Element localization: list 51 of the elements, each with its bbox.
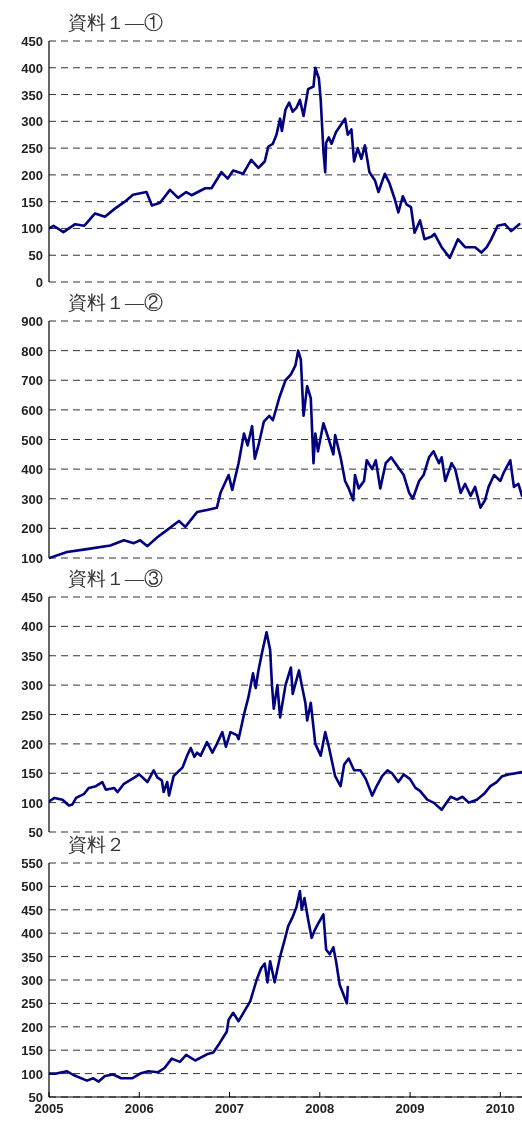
y-tick-label: 450 bbox=[21, 34, 43, 49]
y-tick-label: 100 bbox=[21, 221, 43, 237]
y-tick-label: 300 bbox=[21, 678, 43, 694]
y-tick-label: 100 bbox=[21, 1066, 43, 1082]
y-tick-label: 100 bbox=[21, 551, 43, 566]
y-tick-label: 200 bbox=[21, 736, 43, 752]
x-tick-label: 2010 bbox=[485, 1101, 515, 1116]
y-tick-label: 400 bbox=[21, 926, 43, 942]
y-tick-label: 150 bbox=[21, 766, 43, 782]
y-tick-label: 400 bbox=[21, 619, 43, 635]
y-tick-label: 800 bbox=[21, 343, 43, 359]
x-tick-label: 2009 bbox=[395, 1101, 425, 1116]
y-tick-label: 100 bbox=[21, 795, 43, 811]
chart-title: 資料２ bbox=[68, 834, 125, 855]
x-tick-label: 2008 bbox=[305, 1101, 335, 1116]
y-tick-label: 250 bbox=[21, 996, 43, 1012]
y-tick-label: 500 bbox=[21, 432, 43, 448]
y-tick-label: 350 bbox=[21, 949, 43, 965]
y-tick-label: 200 bbox=[21, 521, 43, 537]
chart-title: 資料１―① bbox=[68, 12, 163, 33]
y-tick-label: 50 bbox=[28, 248, 43, 264]
y-tick-label: 0 bbox=[35, 275, 43, 290]
y-tick-label: 200 bbox=[21, 1019, 43, 1035]
y-tick-label: 200 bbox=[21, 167, 43, 183]
y-tick-label: 600 bbox=[21, 402, 43, 418]
line-series bbox=[49, 889, 350, 1083]
y-tick-label: 700 bbox=[21, 373, 43, 389]
y-tick-label: 550 bbox=[21, 856, 43, 871]
y-tick-label: 500 bbox=[21, 879, 43, 895]
y-tick-label: 150 bbox=[21, 1043, 43, 1059]
line-series bbox=[49, 66, 521, 260]
line-series bbox=[49, 349, 522, 560]
y-tick-label: 150 bbox=[21, 194, 43, 210]
y-tick-label: 350 bbox=[21, 87, 43, 103]
y-tick-label: 250 bbox=[21, 707, 43, 723]
y-tick-label: 50 bbox=[28, 825, 43, 840]
line-series bbox=[49, 630, 522, 811]
y-tick-label: 450 bbox=[21, 590, 43, 605]
y-tick-label: 900 bbox=[21, 314, 43, 329]
y-tick-label: 400 bbox=[21, 462, 43, 478]
y-tick-label: 400 bbox=[21, 60, 43, 76]
y-tick-label: 450 bbox=[21, 902, 43, 918]
y-tick-label: 300 bbox=[21, 973, 43, 988]
chart-title: 資料１―③ bbox=[68, 568, 163, 589]
y-tick-label: 300 bbox=[21, 491, 43, 507]
y-tick-label: 250 bbox=[21, 141, 43, 157]
y-tick-label: 350 bbox=[21, 648, 43, 664]
x-tick-label: 2007 bbox=[215, 1101, 244, 1116]
chart-title: 資料１―② bbox=[68, 292, 163, 313]
y-tick-label: 300 bbox=[21, 114, 43, 130]
x-tick-label: 2006 bbox=[124, 1101, 154, 1116]
